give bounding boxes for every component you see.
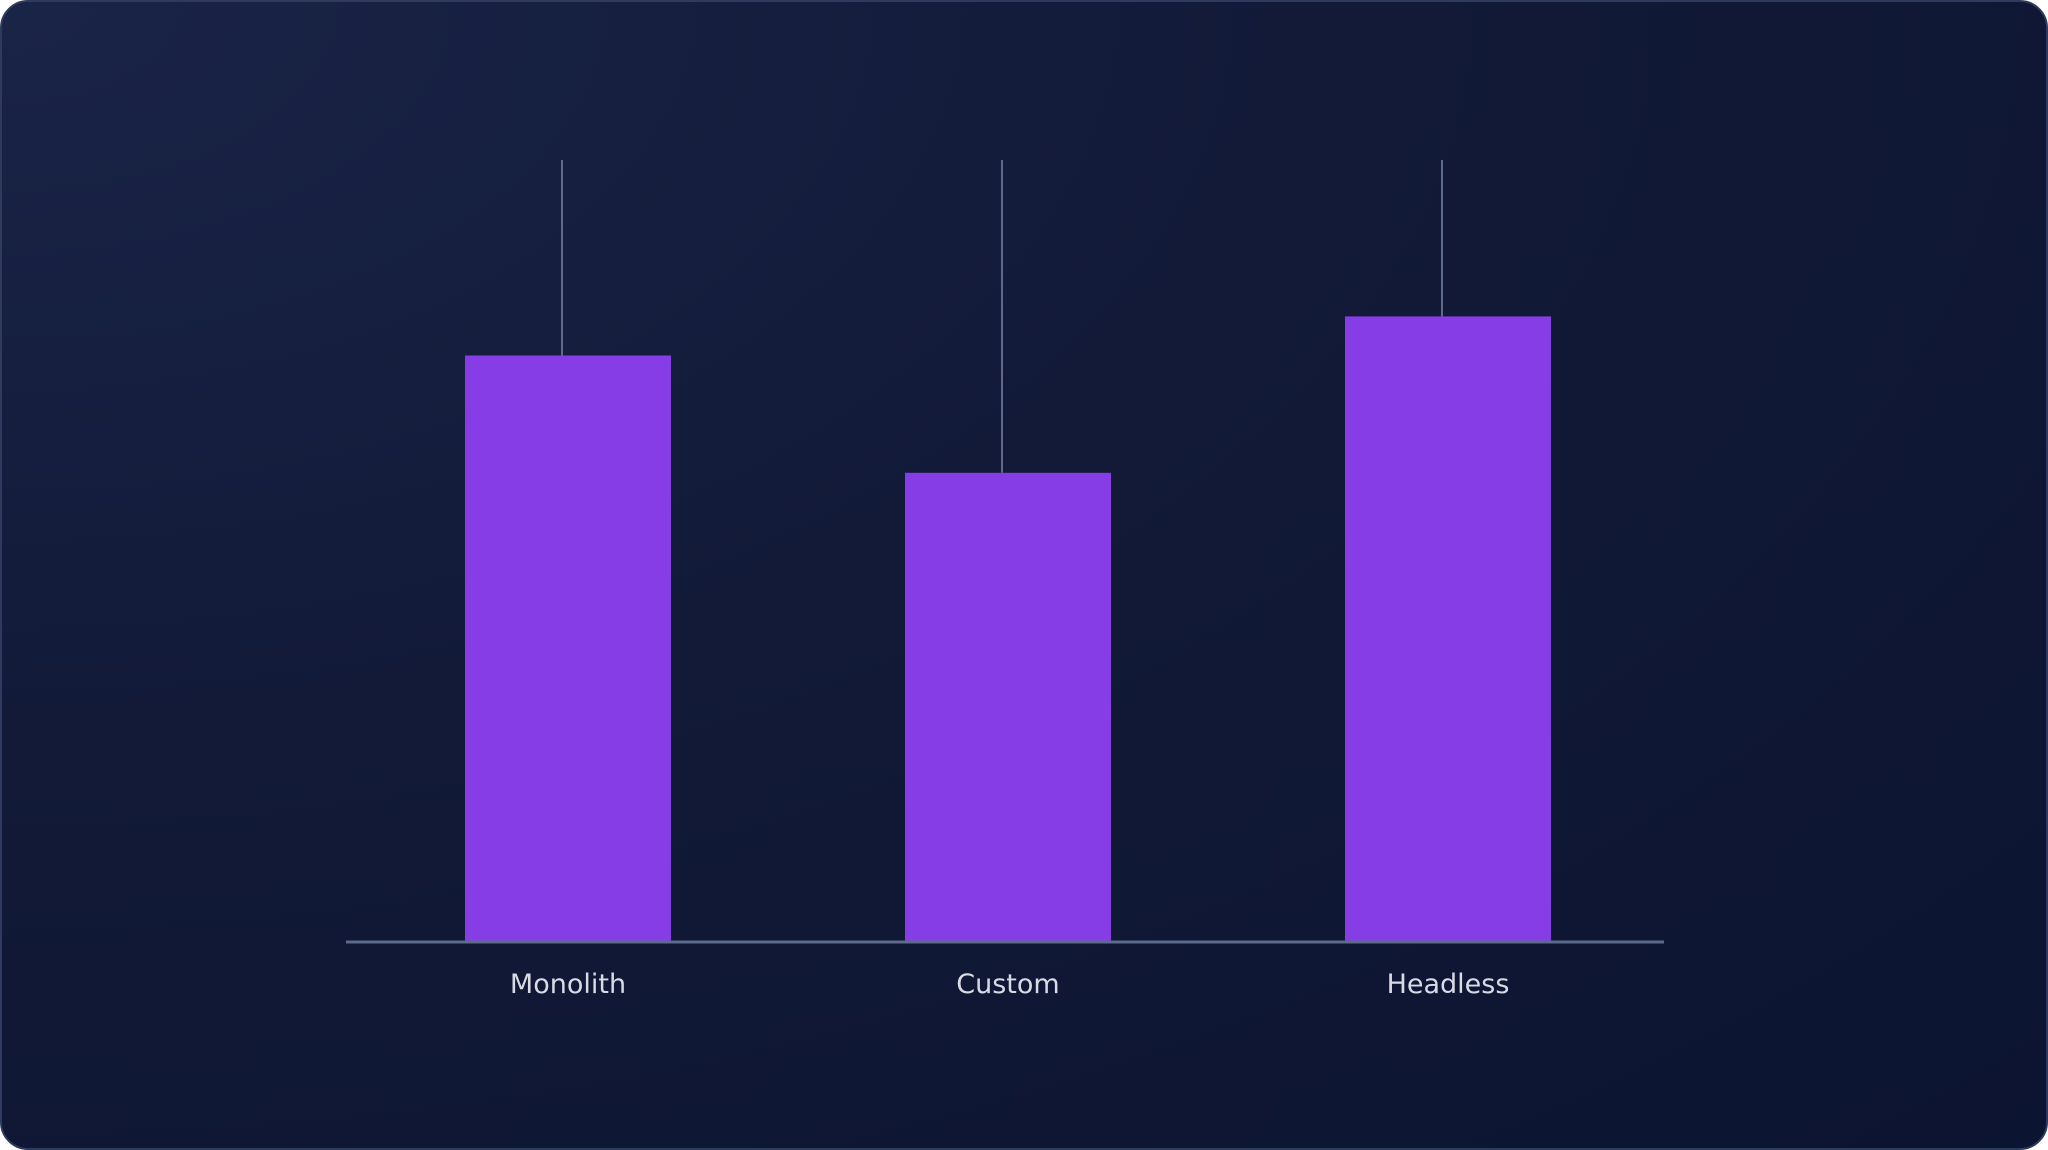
- bar-headless: [1345, 316, 1551, 942]
- category-label-custom: Custom: [956, 969, 1059, 1000]
- category-label-monolith: Monolith: [510, 969, 626, 1000]
- bar-monolith: [465, 355, 671, 942]
- bar-custom: [905, 472, 1111, 942]
- category-label-headless: Headless: [1387, 969, 1510, 1000]
